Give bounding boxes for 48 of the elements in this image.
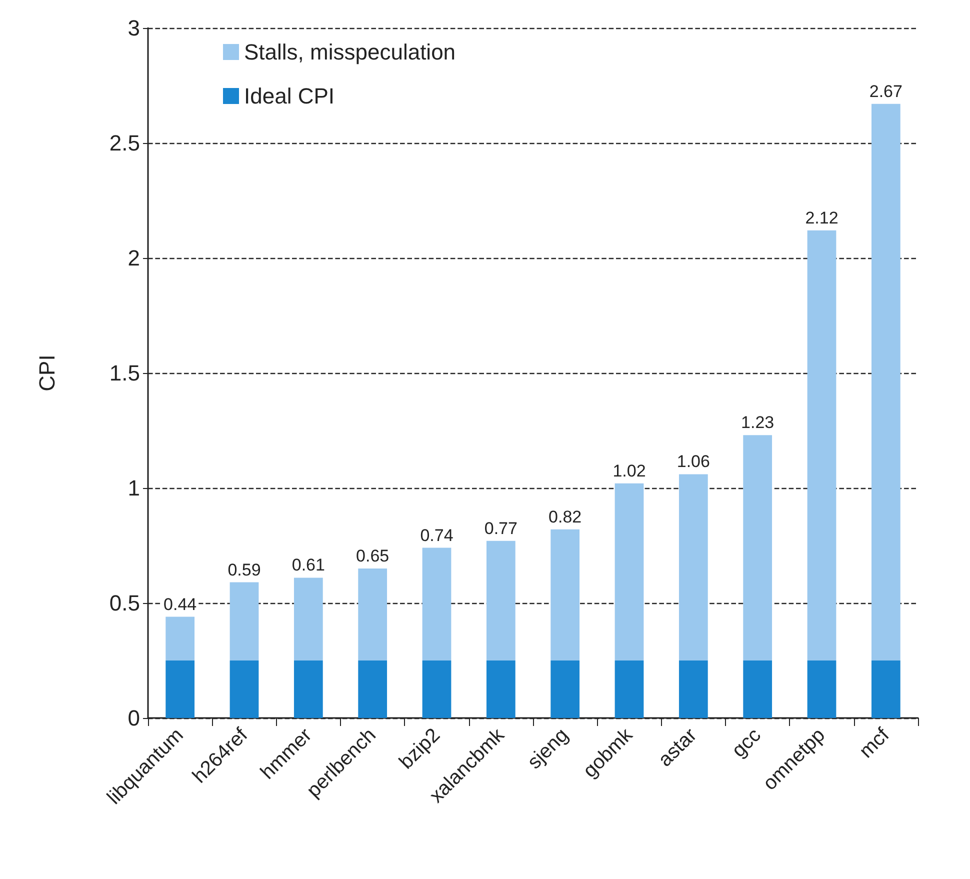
- total-label: 0.61: [292, 556, 325, 575]
- total-label: 0.44: [164, 594, 197, 614]
- bar: [422, 548, 452, 660]
- bar: [678, 474, 708, 660]
- total-label: 0.65: [356, 546, 390, 566]
- bar: [486, 540, 516, 660]
- y-tick-label: 1.5: [109, 360, 140, 386]
- bar: [230, 660, 259, 718]
- total-label: 0.59: [228, 560, 261, 580]
- bar: [871, 660, 900, 718]
- legend-label: Ideal CPI: [244, 84, 334, 108]
- total-label: 1.06: [676, 452, 710, 472]
- bar: [294, 578, 323, 660]
- bar: [807, 230, 836, 660]
- bar: [166, 660, 195, 718]
- bar: [807, 660, 836, 718]
- total-label: 2.67: [869, 82, 902, 101]
- bar: [550, 660, 580, 718]
- bar: [358, 660, 388, 718]
- total-label: 1.23: [741, 413, 774, 432]
- y-tick-label: 3: [128, 16, 140, 40]
- bar: [294, 660, 323, 718]
- total-label: 2.12: [805, 208, 838, 228]
- y-tick-label: 0.5: [109, 590, 140, 616]
- bar: [550, 529, 580, 660]
- bar: [486, 660, 516, 718]
- bar: [678, 660, 708, 718]
- bar: [871, 104, 900, 660]
- total-label: 0.82: [548, 507, 582, 526]
- bar: [166, 616, 195, 660]
- bar: [743, 435, 772, 660]
- y-tick-label: 1: [128, 476, 140, 500]
- y-tick-label: 2.5: [109, 130, 140, 156]
- y-axis-title: CPI: [34, 354, 60, 392]
- x-tick-label: gcc: [728, 724, 766, 762]
- legend-label: Stalls, misspeculation: [244, 40, 456, 64]
- y-tick-label: 0: [128, 706, 140, 730]
- bar: [230, 582, 259, 660]
- bar: [358, 568, 388, 660]
- bar: [422, 660, 452, 718]
- y-tick-label: 2: [128, 246, 140, 270]
- x-tick-label: mcf: [855, 724, 894, 763]
- total-label: 0.77: [484, 518, 518, 538]
- total-label: 0.74: [420, 526, 454, 545]
- bar: [614, 483, 644, 660]
- bar: [614, 660, 644, 718]
- total-label: 1.02: [612, 461, 646, 480]
- bar: [743, 660, 772, 718]
